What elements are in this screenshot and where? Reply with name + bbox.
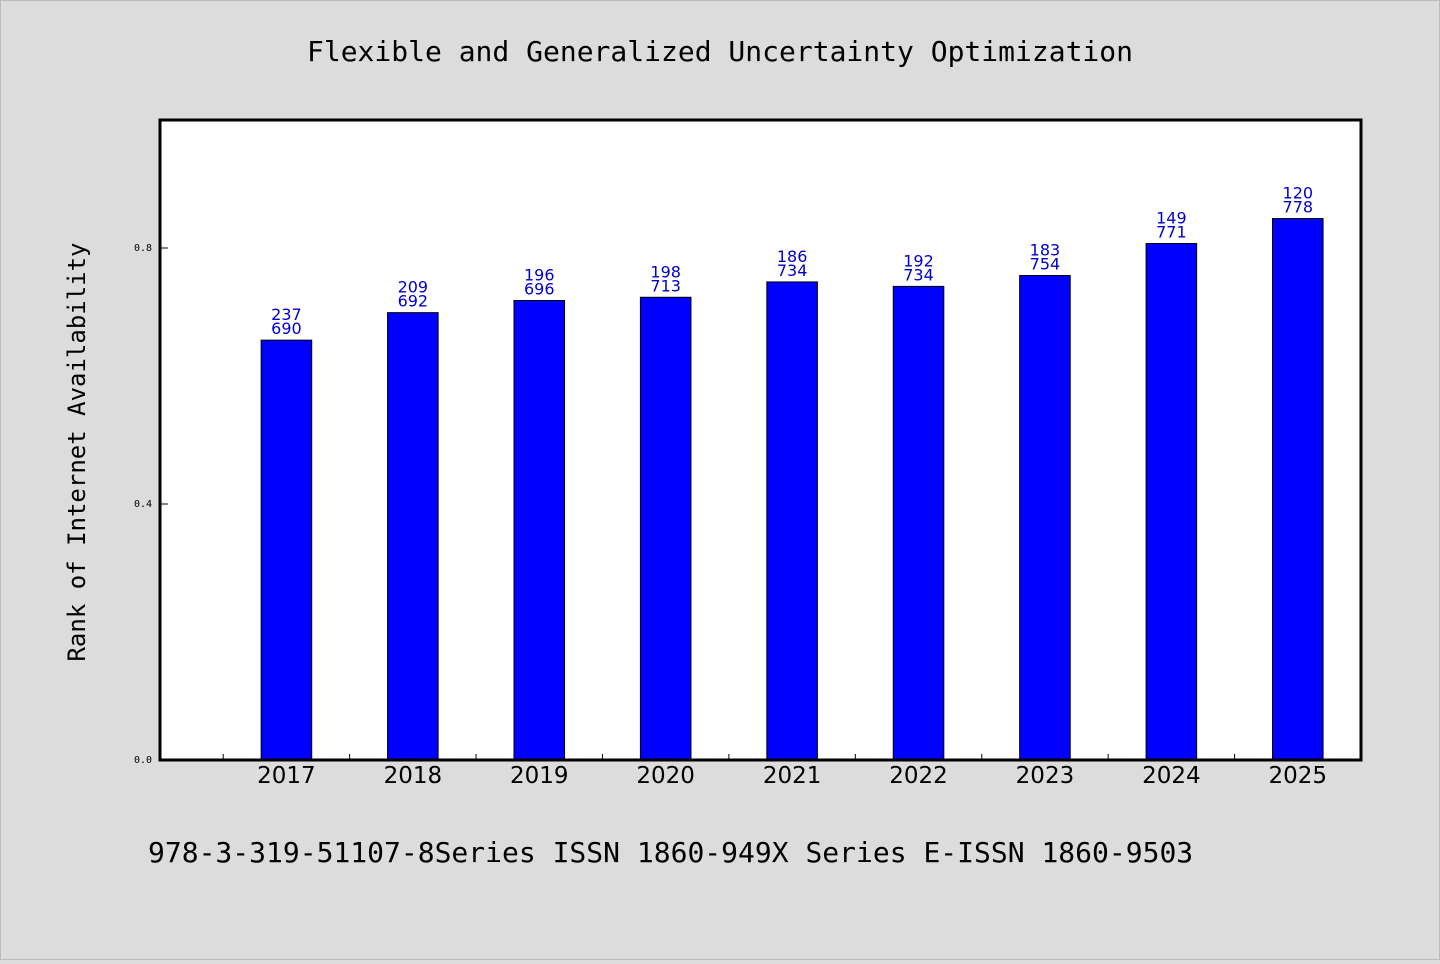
x-tick-label-2023: 2023 (1016, 763, 1075, 789)
data-label-2025-line2: 778 (1283, 198, 1314, 217)
data-label-2018-line2: 692 (398, 292, 429, 311)
x-tick-label-2021: 2021 (763, 763, 822, 789)
data-label-2018-line1: 209 (398, 278, 429, 297)
data-label-2017-line2: 690 (271, 319, 302, 338)
data-label-2019-line2: 696 (524, 279, 555, 298)
y-axis-label: Rank of Internet Availability (63, 242, 91, 661)
data-label-2022-line2: 734 (903, 265, 934, 284)
bar-2021 (766, 281, 818, 761)
data-label-2023-line2: 754 (1030, 255, 1061, 274)
chart-title: Flexible and Generalized Uncertainty Opt… (307, 35, 1133, 68)
data-label-2024-line1: 149 (1156, 209, 1187, 228)
data-label-2023-line1: 183 (1030, 241, 1061, 260)
data-label-2022-line1: 192 (903, 251, 934, 270)
x-tick-label-2022: 2022 (889, 763, 948, 789)
x-tick-label-2018: 2018 (384, 763, 443, 789)
x-ticks-layer: 2017 2018 2019 2020 2021 2022 2023 2024 2025 (222, 754, 1328, 789)
y-tick-label: 0.4 (134, 499, 152, 510)
bar-2020 (639, 296, 692, 761)
x-tick-label-2017: 2017 (257, 763, 316, 789)
plot-frame (158, 118, 1363, 762)
x-tick-label-2020: 2020 (636, 763, 695, 789)
data-label-2019-line1: 196 (524, 265, 555, 284)
bar-2025 (1272, 218, 1324, 761)
bar-2024 (1145, 243, 1198, 761)
data-label-2021-line1: 186 (777, 247, 808, 266)
x-tick-label-2019: 2019 (510, 763, 569, 789)
data-label-2020-line2: 713 (650, 276, 681, 295)
y-tick-label: 0.0 (134, 755, 152, 766)
bar-2023 (1019, 275, 1071, 761)
data-label-2017-line1: 237 (271, 305, 302, 324)
data-label-2024-line2: 771 (1156, 223, 1187, 242)
bar-2018 (387, 312, 439, 761)
footer-isbn-issn: 978-3-319-51107-8Series ISSN 1860-949X S… (148, 836, 1193, 869)
bars-layer (260, 218, 1324, 761)
data-labels-layer: 2376902096921966961987131867341927341837… (271, 184, 1313, 339)
bar-2022 (892, 285, 945, 761)
x-tick-label-2024: 2024 (1142, 763, 1201, 789)
x-tick-label-2025: 2025 (1269, 763, 1328, 789)
data-label-2025-line1: 120 (1283, 184, 1314, 203)
y-tick-label: 0.8 (134, 243, 152, 254)
data-label-2020-line1: 198 (650, 262, 681, 281)
data-label-2021-line2: 734 (777, 261, 808, 280)
bar-2019 (513, 299, 566, 761)
bar-2017 (260, 339, 313, 761)
